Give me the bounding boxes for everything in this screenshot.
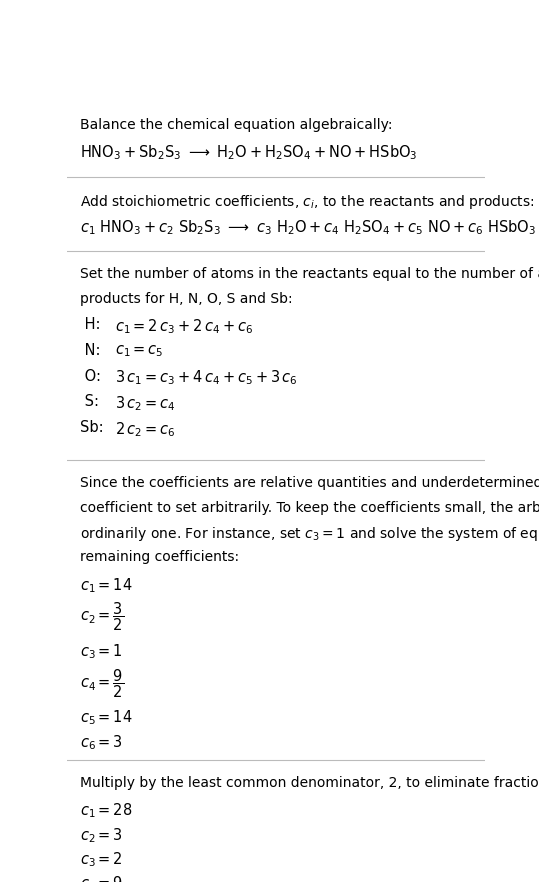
Text: $c_1 = 2\,c_3 + 2\,c_4 + c_6$: $c_1 = 2\,c_3 + 2\,c_4 + c_6$ — [115, 318, 253, 336]
Text: Since the coefficients are relative quantities and underdetermined, choose a: Since the coefficients are relative quan… — [80, 476, 539, 490]
Text: O:: O: — [80, 369, 101, 384]
Text: $c_1 = c_5$: $c_1 = c_5$ — [115, 343, 164, 359]
Text: $c_4 = 9$: $c_4 = 9$ — [80, 875, 123, 882]
Text: Add stoichiometric coefficients, $c_i$, to the reactants and products:: Add stoichiometric coefficients, $c_i$, … — [80, 192, 535, 211]
Text: Set the number of atoms in the reactants equal to the number of atoms in the: Set the number of atoms in the reactants… — [80, 267, 539, 281]
Text: $c_1 = 28$: $c_1 = 28$ — [80, 802, 133, 820]
Text: remaining coefficients:: remaining coefficients: — [80, 549, 239, 564]
Text: Sb:: Sb: — [80, 420, 103, 435]
Text: $c_1\ \mathrm{HNO_3} + c_2\ \mathrm{Sb_2S_3}\ \longrightarrow\ c_3\ \mathrm{H_2O: $c_1\ \mathrm{HNO_3} + c_2\ \mathrm{Sb_2… — [80, 219, 536, 237]
Text: $3\,c_2 = c_4$: $3\,c_2 = c_4$ — [115, 394, 176, 413]
Text: coefficient to set arbitrarily. To keep the coefficients small, the arbitrary va: coefficient to set arbitrarily. To keep … — [80, 501, 539, 515]
Text: products for H, N, O, S and Sb:: products for H, N, O, S and Sb: — [80, 292, 293, 306]
Text: N:: N: — [80, 343, 100, 358]
Text: $c_3 = 1$: $c_3 = 1$ — [80, 642, 123, 662]
Text: $3\,c_1 = c_3 + 4\,c_4 + c_5 + 3\,c_6$: $3\,c_1 = c_3 + 4\,c_4 + c_5 + 3\,c_6$ — [115, 369, 298, 387]
Text: $c_6 = 3$: $c_6 = 3$ — [80, 733, 123, 751]
Text: H:: H: — [80, 318, 100, 333]
Text: S:: S: — [80, 394, 99, 409]
Text: $c_2 = 3$: $c_2 = 3$ — [80, 826, 123, 845]
Text: $c_4 = \dfrac{9}{2}$: $c_4 = \dfrac{9}{2}$ — [80, 667, 124, 699]
Text: $\mathrm{HNO_3 + Sb_2S_3\ \longrightarrow\ H_2O + H_2SO_4 + NO + HSbO_3}$: $\mathrm{HNO_3 + Sb_2S_3\ \longrightarro… — [80, 144, 418, 162]
Text: $c_5 = 14$: $c_5 = 14$ — [80, 708, 133, 727]
Text: $c_1 = 14$: $c_1 = 14$ — [80, 577, 133, 595]
Text: ordinarily one. For instance, set $c_3 = 1$ and solve the system of equations fo: ordinarily one. For instance, set $c_3 =… — [80, 525, 539, 543]
Text: Multiply by the least common denominator, 2, to eliminate fractional coefficient: Multiply by the least common denominator… — [80, 776, 539, 789]
Text: $c_2 = \dfrac{3}{2}$: $c_2 = \dfrac{3}{2}$ — [80, 601, 124, 633]
Text: $2\,c_2 = c_6$: $2\,c_2 = c_6$ — [115, 420, 176, 438]
Text: $c_3 = 2$: $c_3 = 2$ — [80, 850, 123, 869]
Text: Balance the chemical equation algebraically:: Balance the chemical equation algebraica… — [80, 118, 392, 132]
